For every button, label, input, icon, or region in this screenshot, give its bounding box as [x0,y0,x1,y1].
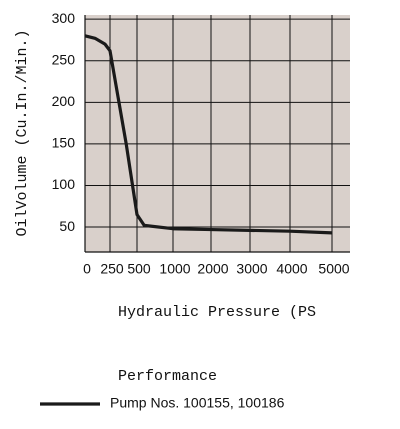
y-tick-label: 200 [52,93,76,109]
y-tick-label: 50 [59,218,75,234]
legend-label: Pump Nos. 100155, 100186 [110,395,285,411]
plot-area [85,15,350,252]
x-tick-label: 250 [100,261,124,277]
x-tick-label: 1000 [159,261,190,277]
x-tick-label: 0 [83,261,91,277]
x-tick-label: 500 [127,261,151,277]
y-tick-label: 250 [52,51,76,67]
x-tick-label: 5000 [318,261,349,277]
x-tick-label: 3000 [236,261,267,277]
x-tick-label: 2000 [197,261,228,277]
line-series [84,34,333,235]
x-axis-label: Hydraulic Pressure (PS [118,304,316,321]
y-tick-label: 100 [52,176,76,192]
y-tick-label: 150 [52,135,76,151]
y-tick-label: 300 [52,10,76,26]
x-tick-label: 4000 [276,261,307,277]
y-axis-label: OilVolume (Cu.In./Min.) [14,29,31,236]
legend-title: Performance [118,368,217,385]
